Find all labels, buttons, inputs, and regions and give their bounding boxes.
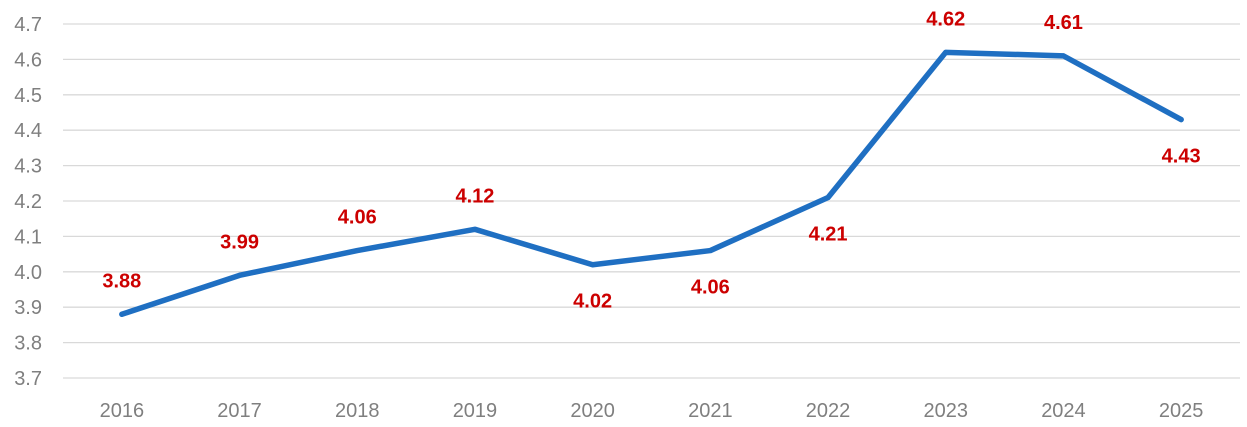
- y-tick-label: 4.1: [14, 226, 42, 248]
- y-tick-label: 4.2: [14, 191, 42, 213]
- data-point: [472, 226, 478, 232]
- series-line-group: [119, 49, 1184, 318]
- gridlines: [63, 23, 1240, 379]
- data-point: [119, 311, 125, 317]
- data-point: [1178, 117, 1184, 123]
- x-tick-label: 2018: [335, 400, 380, 422]
- x-tick-label: 2017: [217, 400, 262, 422]
- data-point: [1060, 53, 1066, 59]
- data-label: 3.99: [220, 231, 259, 253]
- y-tick-label: 4.5: [14, 85, 42, 107]
- y-tick-label: 3.7: [14, 368, 42, 390]
- y-tick-label: 4.0: [14, 262, 42, 284]
- y-tick-label: 4.4: [14, 120, 42, 142]
- series-line: [119, 49, 1184, 318]
- x-tick-label: 2022: [806, 400, 851, 422]
- x-tick-label: 2020: [570, 400, 615, 422]
- data-label: 4.02: [573, 291, 612, 313]
- data-point: [590, 262, 596, 268]
- data-label: 4.06: [691, 277, 730, 299]
- data-label: 4.06: [338, 207, 377, 229]
- data-point: [707, 248, 713, 254]
- x-tick-label: 2021: [688, 400, 733, 422]
- data-label: 4.61: [1044, 12, 1083, 34]
- x-tick-label: 2019: [453, 400, 498, 422]
- data-point: [237, 272, 243, 278]
- data-label: 3.88: [102, 270, 141, 292]
- y-tick-label: 4.7: [14, 14, 42, 36]
- x-tick-label: 2024: [1041, 400, 1086, 422]
- data-point: [825, 194, 831, 200]
- x-axis-tick-labels: 2016 2017 2018 2019 2020 2021 2022 2023 2024 2025: [100, 400, 1204, 422]
- data-label: 4.43: [1162, 146, 1201, 168]
- y-axis-tick-labels: 3.7 3.8 3.9 4.0 4.1 4.2 4.3 4.4 4.5 4.6 4.7: [14, 14, 42, 390]
- data-label: 4.12: [455, 185, 494, 207]
- x-tick-label: 2023: [924, 400, 969, 422]
- y-tick-label: 4.3: [14, 156, 42, 178]
- x-tick-label: 2016: [100, 400, 145, 422]
- data-labels: 3.88 3.99 4.06 4.12 4.02 4.06 4.21 4.62 4.61 4.43: [102, 8, 1200, 312]
- data-point: [943, 49, 949, 55]
- data-label: 4.62: [926, 8, 965, 30]
- y-tick-label: 4.6: [14, 49, 42, 71]
- data-label: 4.21: [809, 223, 848, 245]
- x-tick-label: 2025: [1159, 400, 1204, 422]
- y-tick-label: 3.9: [14, 297, 42, 319]
- y-tick-label: 3.8: [14, 333, 42, 355]
- data-point: [354, 248, 360, 254]
